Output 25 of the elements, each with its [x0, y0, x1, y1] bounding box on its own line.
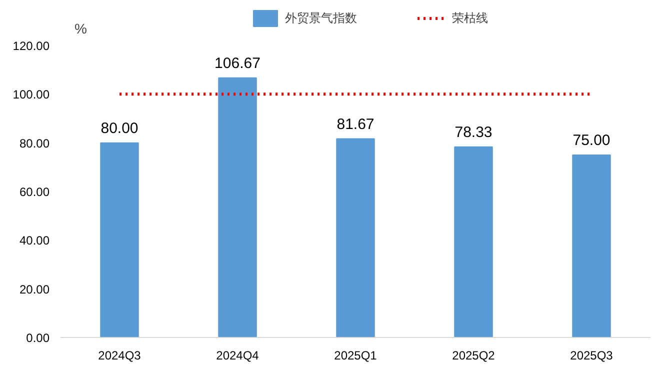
- y-tick-label: 80.00: [19, 136, 50, 150]
- y-tick-label: 120.00: [12, 39, 50, 53]
- y-tick-label: 40.00: [19, 234, 50, 248]
- x-tick-label: 2025Q2: [452, 348, 496, 362]
- legend-label: 外贸景气指数: [285, 10, 357, 26]
- data-label: 80.00: [100, 120, 138, 137]
- x-tick-label: 2024Q4: [216, 348, 260, 362]
- y-axis-title: %: [74, 20, 87, 36]
- x-tick-label: 2025Q1: [334, 348, 378, 362]
- legend-label: 荣枯线: [452, 10, 488, 26]
- y-tick-label: 100.00: [12, 88, 50, 102]
- data-label: 81.67: [336, 116, 374, 133]
- bar: [336, 138, 375, 338]
- x-tick-label: 2024Q3: [98, 348, 142, 362]
- data-label: 75.00: [572, 132, 610, 149]
- x-tick-label: 2025Q3: [570, 348, 614, 362]
- bar: [100, 142, 139, 338]
- bar: [572, 154, 611, 338]
- bar: [454, 146, 493, 338]
- y-tick-label: 0.00: [26, 331, 50, 345]
- bar: [218, 77, 257, 338]
- data-label: 78.33: [454, 124, 492, 141]
- y-tick-label: 20.00: [19, 282, 50, 296]
- data-label: 106.67: [214, 54, 260, 72]
- y-tick-label: 60.00: [19, 185, 50, 199]
